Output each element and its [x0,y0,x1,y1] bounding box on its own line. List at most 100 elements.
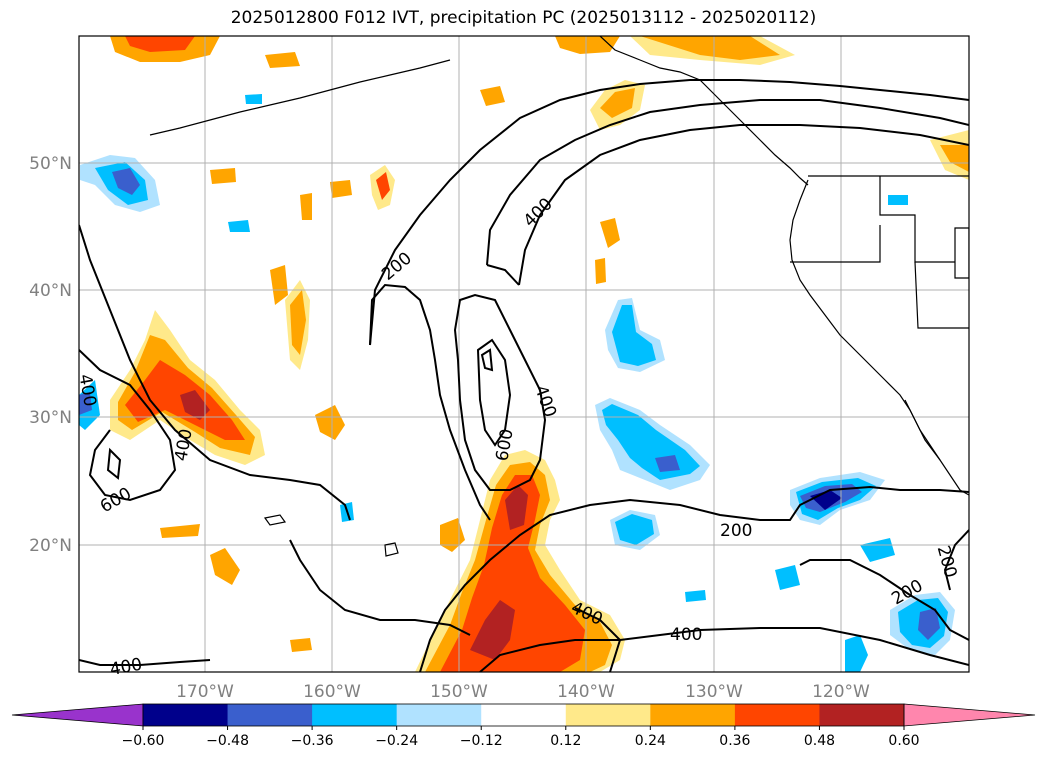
precip-blob [640,36,780,60]
aleutians [149,59,451,136]
colorbar-bin [143,704,229,726]
ivt-contour-line [486,99,969,266]
colorbar-ticks: −0.60 −0.48 −0.36 −0.24 −0.12 0.12 0.24 0.36 0.4… [122,726,920,749]
lat-label-40n: 40°N [29,281,72,301]
precip-blob [376,172,390,200]
ivt-contour-line [476,338,512,447]
ivt-contour-line [369,79,969,346]
precip-blob [210,168,236,184]
precip-blob [595,258,606,284]
ivt-contour-line [943,529,969,591]
colorbar-tick-label: −0.24 [375,733,418,749]
precip-blob [300,193,312,220]
precip-blob [505,485,528,530]
ivt-contour-line [289,539,471,636]
colorbar-bin [396,704,482,726]
coastlines [149,36,969,557]
colorbar-bin [734,704,820,726]
colorbar-bin [481,704,567,726]
ivt-contours [79,79,969,672]
precip-blob [918,608,940,640]
colorbar-bin [565,704,651,726]
colorbar-bin [227,704,313,726]
precip-blob [612,305,656,366]
ivt-contour-line [79,224,351,521]
precip-blob [290,638,312,652]
ivt-contour-line [480,348,494,372]
ivt-contour-line [369,283,491,521]
baja [904,399,941,461]
precip-blob [615,514,654,545]
precip-blob [270,265,288,305]
ivt-contour-line [518,124,969,286]
precip-blob [160,524,200,538]
precip-blob [888,195,908,205]
precip-blob [290,290,306,355]
precip-blob [245,94,262,104]
colorbar-bin [819,704,905,726]
colorbar-tick-label: 0.36 [719,733,750,749]
precip-blob [600,218,620,248]
precip-blob [440,475,585,672]
ivt-contour-line [79,659,211,666]
precip-blob [940,145,969,172]
colorbar-tick-label: −0.36 [291,733,334,749]
precip-blob [555,36,620,54]
gridlines [79,36,969,672]
contour-label: 400 [108,655,143,680]
state-border [954,227,969,279]
lon-label-150w: 150°W [430,682,488,702]
precip-blob [480,86,505,106]
colorbar-frame [142,703,905,727]
precip-blob [180,390,210,420]
longitude-labels: 170°W 160°W 150°W 140°W 130°W 120°W [176,682,870,702]
lat-label-30n: 30°N [29,408,72,428]
lat-label-50n: 50°N [29,154,72,174]
ivt-contour-line [479,627,969,672]
hawaii [263,514,399,557]
precip-shading [79,36,969,672]
ivt-contour-line [574,607,622,672]
precip-blob [775,565,800,590]
precip-blob [860,538,895,562]
ivt-contour-line [106,447,122,480]
lon-label-170w: 170°W [176,682,234,702]
colorbar-tick-label: 0.24 [635,733,666,749]
ivt-contour-line [419,485,969,672]
contour-label: 400 [74,373,99,408]
colorbar-bin [650,704,736,726]
colorbar-tick-label: 0.48 [804,733,835,749]
ivt-contour-line [79,349,177,502]
colorbar-tick-label: −0.12 [460,733,503,749]
precip-blob [685,590,706,602]
colorbar-extend-low [11,703,144,727]
lat-label-20n: 20°N [29,536,72,556]
chart-title: 2025012800 F012 IVT, precipitation PC (2… [230,8,817,28]
precip-blob [112,168,140,195]
precip-blob [125,36,195,52]
precip-blob [845,635,868,672]
precip-blob [79,392,92,415]
precip-blob [315,405,345,440]
ivt-contour-line [486,264,520,286]
colorbar-tick-label: 0.60 [888,733,919,749]
precip-blob [330,180,352,198]
lon-label-160w: 160°W [303,682,361,702]
state-border [790,225,881,263]
colorbar-bin [312,704,398,726]
contour-label: 400 [670,625,702,645]
lon-label-140w: 140°W [557,682,615,702]
contour-label: 200 [720,521,752,541]
precip-blob [210,548,240,585]
precip-blob [470,600,515,660]
colorbar-bins [143,704,905,726]
colorbar: −0.60 −0.48 −0.36 −0.24 −0.12 0.12 0.24 0.36 0.4… [11,703,1036,749]
lon-label-130w: 130°W [685,682,743,702]
map-frame [78,35,970,673]
ivt-contour-line [799,559,969,641]
ivt-contour-line [453,293,547,491]
latitude-labels: 50°N 40°N 30°N 20°N [29,154,72,556]
colorbar-tick-label: −0.48 [206,733,249,749]
precip-blob [655,455,680,472]
